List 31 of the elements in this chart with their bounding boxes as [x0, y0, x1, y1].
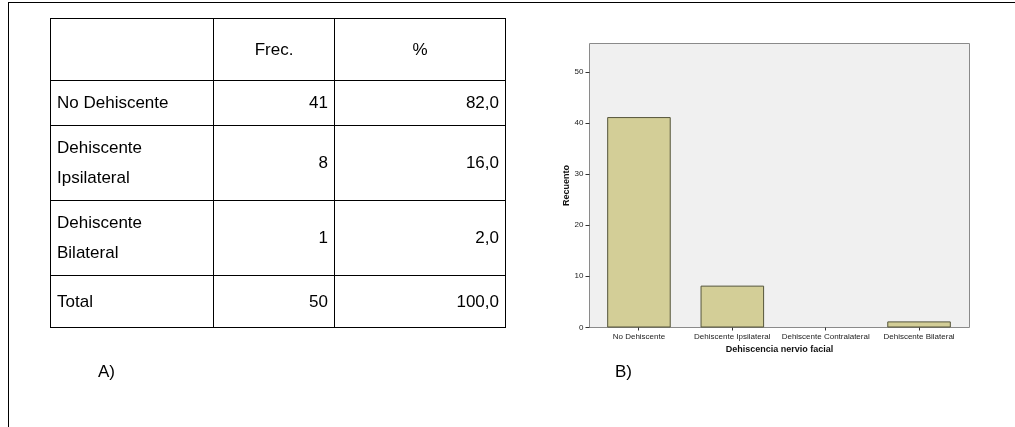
- data-label: 2,0: [334, 200, 506, 276]
- bar: [607, 117, 671, 328]
- y-tick-label: 30: [574, 169, 585, 179]
- text: A): [98, 362, 115, 382]
- y-tick-label: 0: [579, 322, 585, 332]
- category-label: Dehiscente Bilateral: [50, 200, 214, 276]
- y-tick-label: 40: [574, 118, 585, 128]
- text: B): [615, 362, 632, 382]
- x-tick-label: Dehiscente Ipsilateral: [694, 331, 771, 341]
- text: Frec.: [213, 18, 335, 81]
- text: %: [334, 18, 506, 81]
- data-label: 16,0: [334, 125, 506, 201]
- data-label: 50: [213, 275, 335, 328]
- data-label: 1: [213, 200, 335, 276]
- category-label: Dehiscente Ipsilateral: [50, 125, 214, 201]
- y-tick-label: 50: [574, 67, 585, 77]
- data-label: 100,0: [334, 275, 506, 328]
- data-label: 8: [213, 125, 335, 201]
- x-axis-title: Dehiscencia nervio facial: [725, 343, 834, 354]
- bar: [887, 321, 951, 328]
- x-tick-label: Dehiscente Bilateral: [883, 331, 955, 341]
- bar: [700, 285, 765, 328]
- category-label: No Dehiscente: [50, 80, 214, 126]
- data-label: 41: [213, 80, 335, 126]
- category-label: Total: [50, 275, 214, 328]
- y-tick-label: 10: [574, 271, 585, 281]
- data-label: 82,0: [334, 80, 506, 126]
- x-tick-label: No Dehiscente: [612, 331, 666, 341]
- y-axis-title: Recuento: [560, 164, 571, 207]
- x-tick-label: Dehiscente Contralateral: [781, 331, 870, 341]
- y-tick-label: 20: [574, 220, 585, 230]
